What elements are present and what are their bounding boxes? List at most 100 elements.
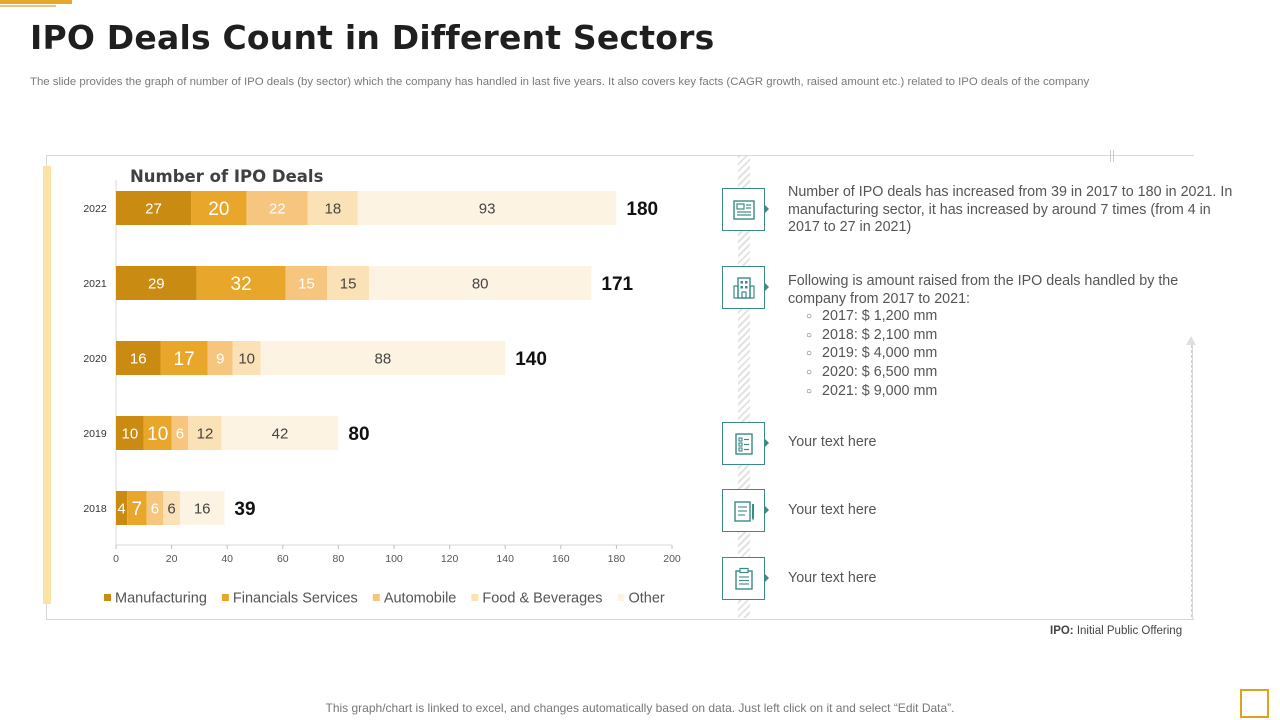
info-text[interactable]: Your text here [788, 434, 877, 450]
bar-segment [127, 491, 147, 525]
bar-data-label: 88 [375, 351, 392, 368]
building-icon [722, 266, 765, 309]
pointer-icon [764, 438, 769, 448]
bar-data-label: 16 [130, 351, 147, 368]
bar-segment [163, 491, 180, 525]
bar-data-label: 6 [167, 501, 175, 518]
frame-tick [1110, 150, 1114, 162]
bar-segment [307, 191, 358, 225]
bar-data-label: 15 [298, 276, 315, 293]
bar-data-label: 27 [145, 201, 162, 218]
amount-list: 2017: $ 1,200 mm 2018: $ 2,100 mm 2019: … [806, 308, 1208, 401]
bar-segment [116, 266, 197, 300]
legend-label: Automobile [384, 591, 457, 607]
x-tick-label: 80 [333, 553, 345, 565]
bar-segment [116, 491, 128, 525]
x-tick-label: 200 [663, 553, 681, 565]
top-accent-bar-secondary [0, 5, 56, 7]
bar-data-label: 17 [174, 349, 195, 370]
newspaper-icon [722, 188, 765, 231]
amount-list-item: 2021: $ 9,000 mm [806, 383, 1208, 402]
bar-segment [285, 266, 328, 300]
bar-data-label: 16 [194, 501, 211, 518]
bar-segment [143, 416, 172, 450]
info-text: Following is amount raised from the IPO … [788, 273, 1179, 307]
pointer-icon [764, 282, 769, 292]
y-category-label: 2018 [83, 503, 107, 515]
info-text: Number of IPO deals has increased from 3… [788, 184, 1233, 236]
y-category-label: 2020 [83, 353, 107, 365]
bar-data-label: 80 [472, 276, 489, 293]
bar-segment [246, 191, 308, 225]
corner-decoration [1240, 689, 1269, 718]
pointer-icon [764, 505, 769, 515]
bar-segment [207, 341, 233, 375]
bar-data-label: 6 [151, 501, 159, 518]
x-tick-label: 120 [441, 553, 459, 565]
bar-total-label: 80 [348, 424, 369, 445]
x-tick-label: 60 [277, 553, 289, 565]
bar-data-label: 4 [117, 501, 125, 518]
bar-data-label: 22 [269, 201, 286, 218]
checklist-icon [722, 422, 765, 465]
bar-total-label: 39 [234, 499, 255, 520]
legend-swatch [372, 594, 380, 601]
bar-data-label: 12 [197, 426, 214, 443]
notepad-icon [722, 489, 765, 532]
legend-label: Food & Beverages [482, 591, 602, 607]
page-subtitle: The slide provides the graph of number o… [30, 76, 1090, 88]
x-tick-label: 160 [552, 553, 570, 565]
bar-segment [368, 266, 592, 300]
legend-label: Manufacturing [115, 591, 207, 607]
legend-swatch [471, 594, 479, 601]
ipo-footnote: IPO: Initial Public Offering [1050, 625, 1182, 637]
info-text[interactable]: Your text here [788, 570, 877, 586]
bar-total-label: 140 [515, 349, 547, 370]
y-category-label: 2019 [83, 428, 107, 440]
bar-data-label: 7 [132, 499, 143, 520]
page-title: IPO Deals Count in Different Sectors [30, 18, 715, 57]
left-accent-bar [43, 166, 51, 604]
bar-segment [327, 266, 369, 300]
legend-swatch [104, 594, 111, 601]
chart-title: Number of IPO Deals [130, 167, 324, 186]
bar-segment [232, 341, 261, 375]
bar-segment [116, 416, 144, 450]
bar-segment [357, 191, 617, 225]
legend-label: Other [628, 591, 664, 607]
bar-segment [188, 416, 222, 450]
bar-segment [171, 416, 189, 450]
bar-data-label: 15 [340, 276, 357, 293]
bar-segment [196, 266, 286, 300]
amount-list-item: 2019: $ 4,000 mm [806, 345, 1208, 364]
bar-segment [116, 191, 192, 225]
legend-swatch [221, 594, 229, 601]
bar-data-label: 10 [238, 351, 255, 368]
x-tick-label: 0 [113, 553, 119, 565]
y-category-label: 2021 [83, 278, 107, 290]
ipo-definition: Initial Public Offering [1076, 625, 1183, 637]
bar-segment [146, 491, 164, 525]
bar-data-label: 32 [231, 274, 252, 295]
x-tick-label: 40 [221, 553, 233, 565]
bar-total-label: 180 [626, 199, 658, 220]
legend-swatch [617, 594, 625, 601]
bar-data-label: 42 [272, 426, 289, 443]
info-text-block: Following is amount raised from the IPO … [788, 273, 1208, 401]
amount-list-item: 2017: $ 1,200 mm [806, 308, 1208, 327]
pointer-icon [764, 573, 769, 583]
clipboard-icon [722, 557, 765, 600]
top-accent-bar [0, 0, 72, 4]
info-text[interactable]: Your text here [788, 502, 877, 518]
amount-list-item: 2018: $ 2,100 mm [806, 327, 1208, 346]
x-tick-label: 140 [496, 553, 514, 565]
bar-segment [160, 341, 208, 375]
bar-data-label: 93 [479, 201, 496, 218]
bar-segment [116, 341, 161, 375]
content-frame-right-edge [1192, 345, 1193, 620]
footer-note: This graph/chart is linked to excel, and… [325, 701, 955, 715]
bar-total-label: 171 [601, 274, 633, 295]
bar-segment [221, 416, 339, 450]
x-tick-label: 100 [385, 553, 403, 565]
